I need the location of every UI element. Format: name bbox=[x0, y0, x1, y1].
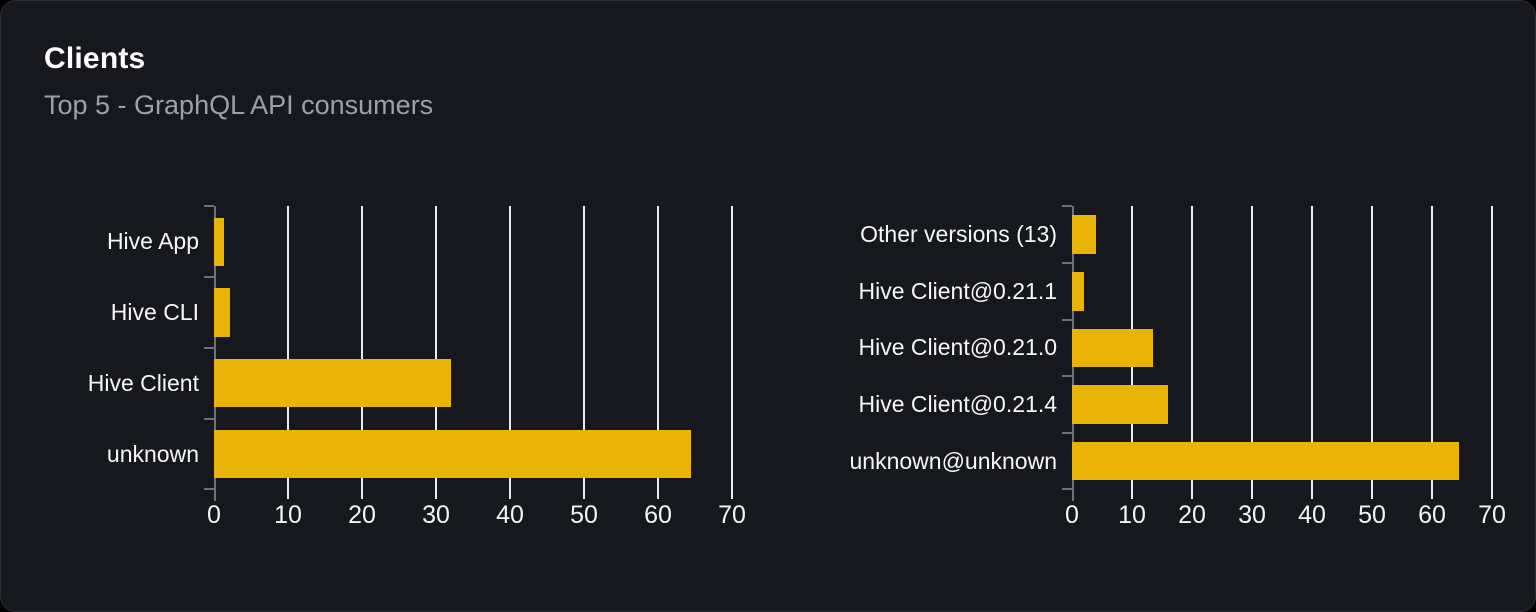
x-tick-label: 10 bbox=[274, 501, 302, 530]
x-tick-label: 50 bbox=[570, 501, 598, 530]
plot-area-wrap: 0 10 20 30 40 50 60 70 bbox=[1062, 205, 1506, 535]
bar[interactable] bbox=[214, 359, 451, 408]
bar[interactable] bbox=[1072, 441, 1459, 481]
charts-row: Hive App Hive CLI Hive Client unknown 0 10 20 3… bbox=[1, 205, 1535, 535]
bar-row bbox=[1072, 376, 1492, 433]
gridline bbox=[435, 206, 437, 500]
category-label: Hive App bbox=[106, 228, 199, 255]
x-tick-label: 40 bbox=[1298, 501, 1326, 530]
category-label: Other versions (13) bbox=[860, 221, 1057, 248]
category-label: Hive Client@0.21.0 bbox=[858, 334, 1058, 361]
x-tick-label: 30 bbox=[1238, 501, 1266, 530]
x-tick-label: 0 bbox=[207, 501, 221, 530]
bar-row bbox=[214, 206, 732, 277]
gridline bbox=[657, 206, 659, 500]
bar-row bbox=[1072, 433, 1492, 490]
y-axis-tick bbox=[1062, 205, 1072, 208]
card-header: Clients Top 5 - GraphQL API consumers bbox=[1, 1, 1535, 121]
gridline bbox=[583, 206, 585, 500]
plot-area bbox=[1062, 205, 1493, 502]
y-axis-tick bbox=[1062, 431, 1072, 434]
y-axis-tick bbox=[204, 417, 214, 420]
category-label: Hive CLI bbox=[110, 299, 199, 326]
bar-row bbox=[1072, 206, 1492, 263]
x-tick-label: 60 bbox=[1418, 501, 1446, 530]
card-title: Clients bbox=[44, 42, 146, 75]
category-label: Hive Client bbox=[87, 369, 199, 396]
y-axis-tick bbox=[204, 276, 214, 279]
gridline bbox=[731, 206, 733, 500]
x-tick-label: 10 bbox=[1118, 501, 1146, 530]
gridline bbox=[287, 206, 289, 500]
bar-row bbox=[214, 277, 732, 348]
bar-row bbox=[1072, 263, 1492, 320]
bar[interactable] bbox=[1072, 272, 1084, 311]
bar-row bbox=[214, 419, 732, 490]
category-label: Hive Client@0.21.4 bbox=[858, 390, 1058, 417]
x-tick-label: 60 bbox=[644, 501, 672, 530]
gridline bbox=[1491, 206, 1493, 500]
x-tick-label: 30 bbox=[422, 501, 450, 530]
y-axis-labels: Other versions (13) Hive Client@0.21.1 Hiv… bbox=[842, 206, 1072, 489]
bar-chart-client-versions: Other versions (13) Hive Client@0.21.1 Hiv… bbox=[842, 205, 1506, 535]
gridline bbox=[361, 206, 363, 500]
y-axis-tick bbox=[1062, 318, 1072, 321]
bar[interactable] bbox=[1072, 215, 1096, 254]
bar[interactable] bbox=[214, 288, 231, 337]
x-tick-label: 70 bbox=[718, 501, 746, 530]
card-subtitle: Top 5 - GraphQL API consumers bbox=[44, 90, 434, 120]
category-label: unknown bbox=[106, 440, 199, 467]
x-tick-label: 70 bbox=[1478, 501, 1506, 530]
x-tick-label: 50 bbox=[1358, 501, 1386, 530]
x-tick-label: 0 bbox=[1065, 501, 1079, 530]
bar-row bbox=[214, 348, 732, 419]
x-tick-label: 40 bbox=[496, 501, 524, 530]
y-axis-tick bbox=[1062, 375, 1072, 378]
x-tick-label: 20 bbox=[1178, 501, 1206, 530]
gridline bbox=[1191, 206, 1193, 500]
y-axis-line bbox=[214, 206, 216, 502]
gridline bbox=[1431, 206, 1433, 500]
bar[interactable] bbox=[1072, 385, 1168, 424]
bar-chart-clients: Hive App Hive CLI Hive Client unknown 0 10 20 3… bbox=[85, 205, 746, 535]
bar[interactable] bbox=[1072, 328, 1153, 368]
x-tick-label: 20 bbox=[348, 501, 376, 530]
category-label: unknown@unknown bbox=[849, 447, 1057, 474]
plot-area-wrap: 0 10 20 30 40 50 60 70 bbox=[204, 205, 746, 535]
bar-row bbox=[1072, 320, 1492, 377]
y-axis-tick bbox=[1062, 488, 1072, 491]
y-axis-tick bbox=[204, 205, 214, 208]
y-axis-labels: Hive App Hive CLI Hive Client unknown bbox=[85, 206, 214, 489]
x-axis-labels: 0 10 20 30 40 50 60 70 bbox=[1065, 501, 1506, 535]
y-axis-tick bbox=[1062, 261, 1072, 264]
x-axis-labels: 0 10 20 30 40 50 60 70 bbox=[207, 501, 746, 535]
y-axis-tick bbox=[204, 346, 214, 349]
gridline bbox=[1311, 206, 1313, 500]
gridline bbox=[1371, 206, 1373, 500]
category-label: Hive Client@0.21.1 bbox=[858, 277, 1058, 304]
plot-area bbox=[204, 205, 733, 502]
bar[interactable] bbox=[214, 217, 224, 266]
gridline bbox=[1251, 206, 1253, 500]
gridline bbox=[509, 206, 511, 500]
y-axis-tick bbox=[204, 488, 214, 491]
bar[interactable] bbox=[214, 429, 692, 479]
